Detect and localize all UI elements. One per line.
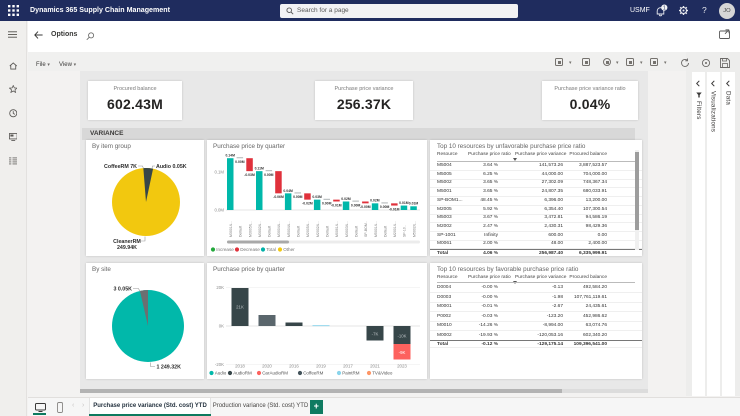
svg-text:-20K: -20K [215,362,224,367]
svg-text:0.00M: 0.00M [264,173,274,177]
svg-text:2021: 2021 [370,364,380,369]
svg-text:2020: 2020 [262,364,272,369]
svg-text:0.0M: 0.0M [214,208,224,213]
svg-text:0.1M: 0.1M [214,170,224,175]
svg-text:2018: 2018 [235,364,245,369]
svg-text:0.01M: 0.01M [409,202,419,206]
svg-text:-9K: -9K [399,350,406,355]
svg-text:Other: Other [283,247,295,252]
svg-text:M2001/L..: M2001/L.. [393,221,397,237]
svg-text:0.04M: 0.04M [283,189,293,193]
svg-text:0.14M: 0.14M [225,154,235,158]
svg-text:M3001/L..: M3001/L.. [229,221,233,237]
svg-text:1: 1 [663,6,666,12]
svg-text:M5001/L..: M5001/L.. [374,221,378,237]
svg-text:0.00M: 0.00M [351,203,361,207]
svg-text:M3003/L..: M3003/L.. [345,221,349,237]
svg-text:2019: 2019 [316,364,326,369]
svg-text:Audio 0.05K: Audio 0.05K [156,164,187,170]
svg-text:1 249.32K: 1 249.32K [157,365,182,371]
svg-text:0.03M: 0.03M [312,195,322,199]
svg-text:M2002/L..: M2002/L.. [316,221,320,237]
svg-text:M5004/L..: M5004/L.. [287,221,291,237]
svg-text:0.00M: 0.00M [235,160,245,164]
svg-text:Total: Total [266,247,276,252]
svg-text:0.00M: 0.00M [293,195,303,199]
svg-text:0.02M: 0.02M [341,197,351,201]
svg-text:Default: Default [268,226,272,237]
svg-text:Increase: Increase [216,247,234,252]
svg-text:Default: Default [297,226,301,237]
svg-text:0.11M: 0.11M [255,167,264,171]
svg-text:-0.00M: -0.00M [360,205,371,209]
svg-text:M3005/L..: M3005/L.. [248,221,252,237]
svg-text:-7K: -7K [372,331,379,336]
svg-text:-0.06M: -0.06M [273,195,284,199]
svg-text:CoffeeRM 7K: CoffeeRM 7K [104,164,137,170]
svg-text:3 0.05K: 3 0.05K [113,287,132,293]
svg-text:2023: 2023 [397,364,407,369]
svg-text:Decrease: Decrease [240,247,260,252]
svg-text:0.01M: 0.01M [399,201,409,205]
svg-text:Default: Default [326,226,330,237]
svg-text:M3002/L..: M3002/L.. [258,221,262,237]
svg-text:-0.01M: -0.01M [331,203,342,207]
svg-text:AudioRM: AudioRM [233,371,252,376]
svg-text:M2005/L..: M2005/L.. [306,221,310,237]
svg-text:0.00M: 0.00M [322,201,332,205]
svg-text:CarAudioRM: CarAudioRM [262,371,288,376]
svg-text:0K: 0K [219,324,224,329]
svg-text:TV&Video: TV&Video [372,371,393,376]
svg-text:249.94K: 249.94K [117,245,137,251]
svg-text:Audio: Audio [215,371,227,376]
svg-text:2017: 2017 [343,364,353,369]
svg-text:-0.01M: -0.01M [389,207,400,211]
svg-text:CoffeeRM: CoffeeRM [303,371,323,376]
svg-text:M5002/L..: M5002/L.. [412,221,416,237]
svg-text:Default: Default [354,226,358,237]
svg-text:-10K: -10K [397,334,406,339]
svg-text:Default: Default [239,226,243,237]
svg-text:20K: 20K [216,285,224,290]
svg-text:2016: 2016 [289,364,299,369]
svg-text:Default: Default [383,226,387,237]
svg-text:CleanerRM: CleanerRM [113,239,141,245]
svg-text:0.00M: 0.00M [380,205,390,209]
svg-text:SP-BOM..: SP-BOM.. [364,221,368,237]
svg-text:PaintRM: PaintRM [342,371,360,376]
svg-text:21K: 21K [236,305,244,310]
svg-text:M3004/L..: M3004/L.. [277,221,281,237]
svg-text:M0061/L..: M0061/L.. [335,221,339,237]
svg-text:SP-10..: SP-10.. [403,225,407,237]
svg-text:0.02M: 0.02M [370,199,380,203]
svg-text:-0.03M: -0.03M [244,173,255,177]
svg-text:-0.02M: -0.02M [302,201,313,205]
